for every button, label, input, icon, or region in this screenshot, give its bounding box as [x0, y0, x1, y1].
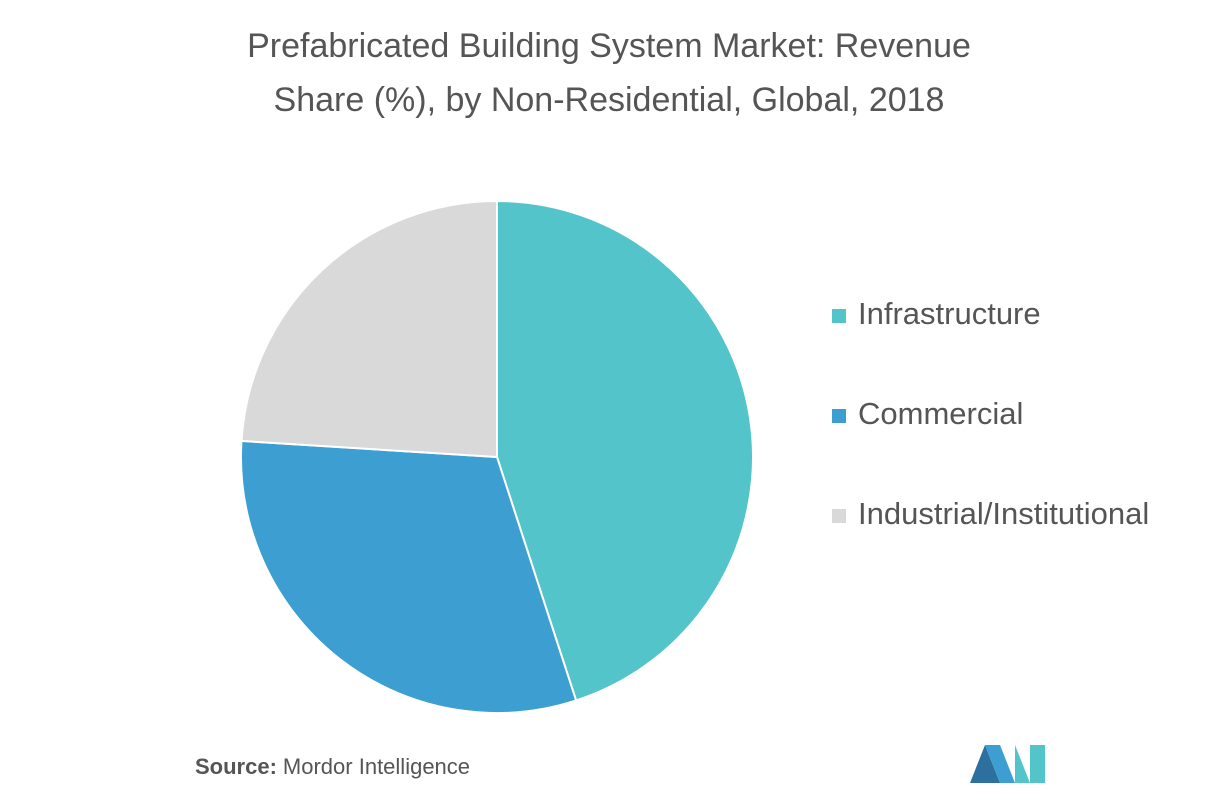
legend-swatch [832, 409, 846, 423]
chart-title: Share (%), by Non-Residential, Global, 2… [274, 81, 945, 119]
pie-slice [240, 199, 498, 459]
legend-label: Industrial/Institutional [858, 496, 1149, 531]
logo [970, 745, 1045, 783]
legend-label: Commercial [858, 396, 1023, 431]
source-label: Source: [195, 754, 277, 779]
source-text: Mordor Intelligence [283, 754, 470, 779]
pie-slice [496, 199, 754, 702]
pie-slice [240, 439, 578, 714]
legend-label: Infrastructure [858, 296, 1041, 331]
source: Source: Mordor Intelligence [195, 754, 470, 779]
chart-title: Prefabricated Building System Market: Re… [247, 27, 971, 65]
legend-swatch [832, 509, 846, 523]
legend-swatch [832, 309, 846, 323]
